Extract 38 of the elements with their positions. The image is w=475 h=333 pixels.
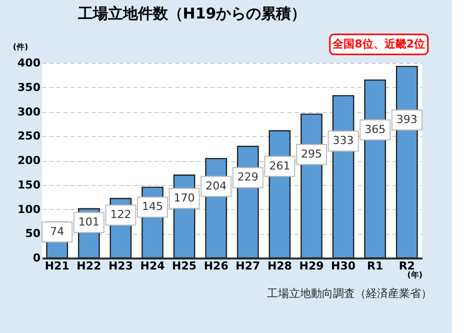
data-label: 145: [142, 200, 163, 214]
y-tick-label: 250: [18, 130, 41, 143]
data-label: 101: [78, 216, 100, 229]
data-label: 74: [50, 225, 64, 238]
x-tick-label: H30: [331, 260, 356, 272]
data-label: 122: [110, 208, 132, 222]
x-tick-label: H25: [172, 260, 197, 272]
data-label: 170: [174, 191, 195, 204]
data-label: 295: [301, 147, 322, 160]
x-tick-label: H23: [108, 260, 133, 272]
text: 工場立地動向調査（経済産業省）: [267, 287, 432, 300]
y-tick-label: 200: [18, 154, 41, 167]
x-tick-label: H21: [44, 260, 70, 272]
x-tick-label: H26: [204, 260, 229, 272]
x-tick-label: R2: [398, 260, 415, 272]
y-axis-title: (件): [12, 42, 28, 52]
x-tick-label: H29: [299, 260, 324, 272]
y-tick-label: 350: [18, 80, 41, 94]
chart-title: 工場立地件数（H19からの累積）: [76, 4, 306, 23]
x-tick-label: R1: [367, 260, 384, 272]
y-tick-label: 300: [18, 105, 41, 118]
y-tick-label: 400: [18, 56, 41, 70]
annotation: 全国8位、近畿2位: [332, 37, 426, 50]
x-tick-label: H28: [267, 260, 292, 272]
data-label: 204: [206, 179, 227, 192]
y-tick-label: 100: [18, 202, 41, 216]
data-label: 229: [237, 170, 258, 184]
y-tick-label: 150: [18, 178, 41, 192]
x-tick-label: H27: [236, 260, 260, 272]
y-tick-label: 50: [25, 227, 41, 240]
data-label: 365: [364, 122, 386, 136]
data-label: 393: [396, 113, 418, 126]
x-tick-label: H22: [76, 260, 102, 272]
y-tick-label: 0: [32, 252, 41, 264]
data-label: 333: [332, 134, 354, 148]
data-label: 261: [269, 159, 290, 172]
x-tick-label: H24: [140, 260, 166, 272]
x-axis-title: (年): [407, 270, 422, 280]
